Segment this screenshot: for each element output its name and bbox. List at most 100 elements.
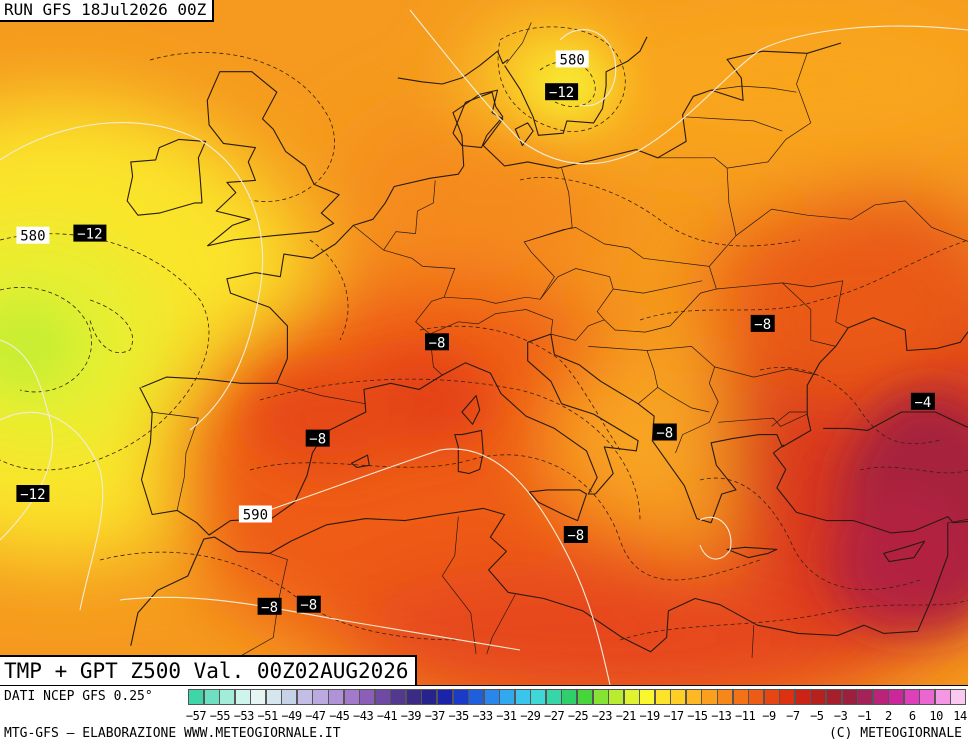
legend-swatch xyxy=(359,689,376,705)
geopotential-label: 580 xyxy=(16,226,50,245)
legend-swatch xyxy=(732,689,749,705)
legend-swatch xyxy=(857,689,874,705)
temperature-label: −4 xyxy=(910,392,935,411)
legend-tick-label: −29 xyxy=(520,709,541,723)
temperature-label: −8 xyxy=(296,595,321,614)
temperature-label: −8 xyxy=(652,423,677,442)
legend-swatch xyxy=(374,689,391,705)
geopotential-isohypses xyxy=(0,9,968,685)
legend-swatch xyxy=(281,689,298,705)
legend-tick-label: −45 xyxy=(329,709,350,723)
legend-tick-label: −25 xyxy=(567,709,589,723)
legend-swatch xyxy=(841,689,858,705)
legend-swatch xyxy=(452,689,469,705)
temperature-label-text: −8 xyxy=(300,598,317,614)
legend-swatch xyxy=(483,689,500,705)
temperature-label-text: −8 xyxy=(567,528,584,544)
credit-line: MTG-GFS — ELABORAZIONE WWW.METEOGIORNALE… xyxy=(4,726,341,741)
copyright: (C) METEOGIORNALE xyxy=(828,726,962,741)
legend-tick-label: −49 xyxy=(281,709,302,723)
geopotential-label: 590 xyxy=(238,505,272,524)
legend-swatch xyxy=(530,689,547,705)
legend-swatch xyxy=(872,689,889,705)
legend-swatch xyxy=(343,689,360,705)
geopotential-label-text: 580 xyxy=(20,229,45,245)
legend-tick-label: −27 xyxy=(544,709,565,723)
run-label: RUN GFS 18Jul2026 00Z xyxy=(0,0,215,22)
legend-tick-label: −13 xyxy=(711,709,732,723)
legend-tick-label: −35 xyxy=(448,709,470,723)
temperature-field xyxy=(0,0,968,685)
legend-swatch xyxy=(810,689,827,705)
legend-swatch xyxy=(188,689,205,705)
legend-swatch xyxy=(405,689,422,705)
legend-swatch xyxy=(748,689,765,705)
legend-tick-label: 2 xyxy=(885,709,892,723)
legend-swatch xyxy=(919,689,936,705)
temperature-label-text: −8 xyxy=(261,600,278,616)
legend-swatch xyxy=(296,689,313,705)
legend-swatch xyxy=(763,689,780,705)
legend-tick-label: −17 xyxy=(663,709,684,723)
legend-swatch xyxy=(717,689,734,705)
legend-swatch xyxy=(701,689,718,705)
temperature-label-text: −8 xyxy=(754,317,771,333)
map-title: TMP + GPT Z500 Val. 00Z02AUG2026 xyxy=(0,655,417,685)
temperature-label: −8 xyxy=(425,333,449,351)
temperature-label-text: −12 xyxy=(20,487,45,503)
legend-swatch xyxy=(234,689,251,705)
legend-swatch xyxy=(654,689,671,705)
legend-tick-label: −11 xyxy=(735,709,756,723)
temperature-label-text: −8 xyxy=(429,335,446,351)
temperature-labels: −12−12−16−12−8−8−8−8−8−8−8−4−2 xyxy=(16,83,935,616)
legend-swatch xyxy=(390,689,407,705)
legend-tick-label: −53 xyxy=(233,709,255,723)
legend-swatch xyxy=(934,689,951,705)
legend-swatch xyxy=(577,689,594,705)
legend-tick-label: −51 xyxy=(257,709,279,723)
legend-swatch xyxy=(623,689,640,705)
legend-tick-label: −41 xyxy=(376,709,398,723)
legend-tick-label: −5 xyxy=(810,709,824,723)
legend-tick-label: −43 xyxy=(353,709,374,723)
temperature-label: −8 xyxy=(305,429,330,448)
temperature-label: −8 xyxy=(257,597,282,616)
legend-swatch xyxy=(436,689,453,705)
color-scale-legend: −57 −55 −53 −51 −49 −47 −45 −43 −41 −39 −37 −35 −33−… xyxy=(186,689,967,723)
geopotential-label: 580 xyxy=(555,50,589,68)
legend-tick-label: −31 xyxy=(496,709,517,723)
legend-tick-label: −3 xyxy=(833,709,848,723)
legend-tick-label: −23 xyxy=(591,709,613,723)
footer: DATI NCEP GFS 0.25° −57 −55 −53 −51 −49 −47 −4… xyxy=(0,685,968,746)
legend-swatch xyxy=(219,689,236,705)
legend-swatch xyxy=(250,689,267,705)
legend-swatch xyxy=(328,689,345,705)
temperature-label-text: −8 xyxy=(309,432,326,448)
legend-tick-label: −15 xyxy=(687,709,708,723)
legend-swatch xyxy=(639,689,656,705)
legend-swatch xyxy=(779,689,796,705)
legend-tick-label: −1 xyxy=(857,709,872,723)
geopotential-label-text: 590 xyxy=(243,508,268,524)
legend-swatch xyxy=(499,689,516,705)
legend-tick-label: 10 xyxy=(929,709,943,723)
legend-swatch xyxy=(203,689,220,705)
legend-swatch xyxy=(312,689,329,705)
legend-tick-label: −19 xyxy=(639,709,661,723)
legend-swatch xyxy=(545,689,562,705)
geopotential-label-text: 580 xyxy=(560,52,585,68)
legend-tick-label: −37 xyxy=(424,709,446,723)
temperature-label-text: −8 xyxy=(656,426,673,442)
coastlines xyxy=(126,36,968,653)
weather-map: −12−12−16−12−8−8−8−8−8−8−8−4−2 580580570… xyxy=(0,0,968,685)
legend-tick-label: −33 xyxy=(472,709,493,723)
temperature-label: −12 xyxy=(73,224,107,243)
legend-tick-label: 6 xyxy=(908,709,916,723)
legend-tick-label: −9 xyxy=(762,709,776,723)
temperature-label: −12 xyxy=(545,83,579,101)
legend-swatch xyxy=(825,689,842,705)
legend-swatch xyxy=(903,689,920,705)
temperature-label-text: −4 xyxy=(914,395,931,411)
legend-swatch xyxy=(265,689,282,705)
legend-swatch xyxy=(561,689,578,705)
